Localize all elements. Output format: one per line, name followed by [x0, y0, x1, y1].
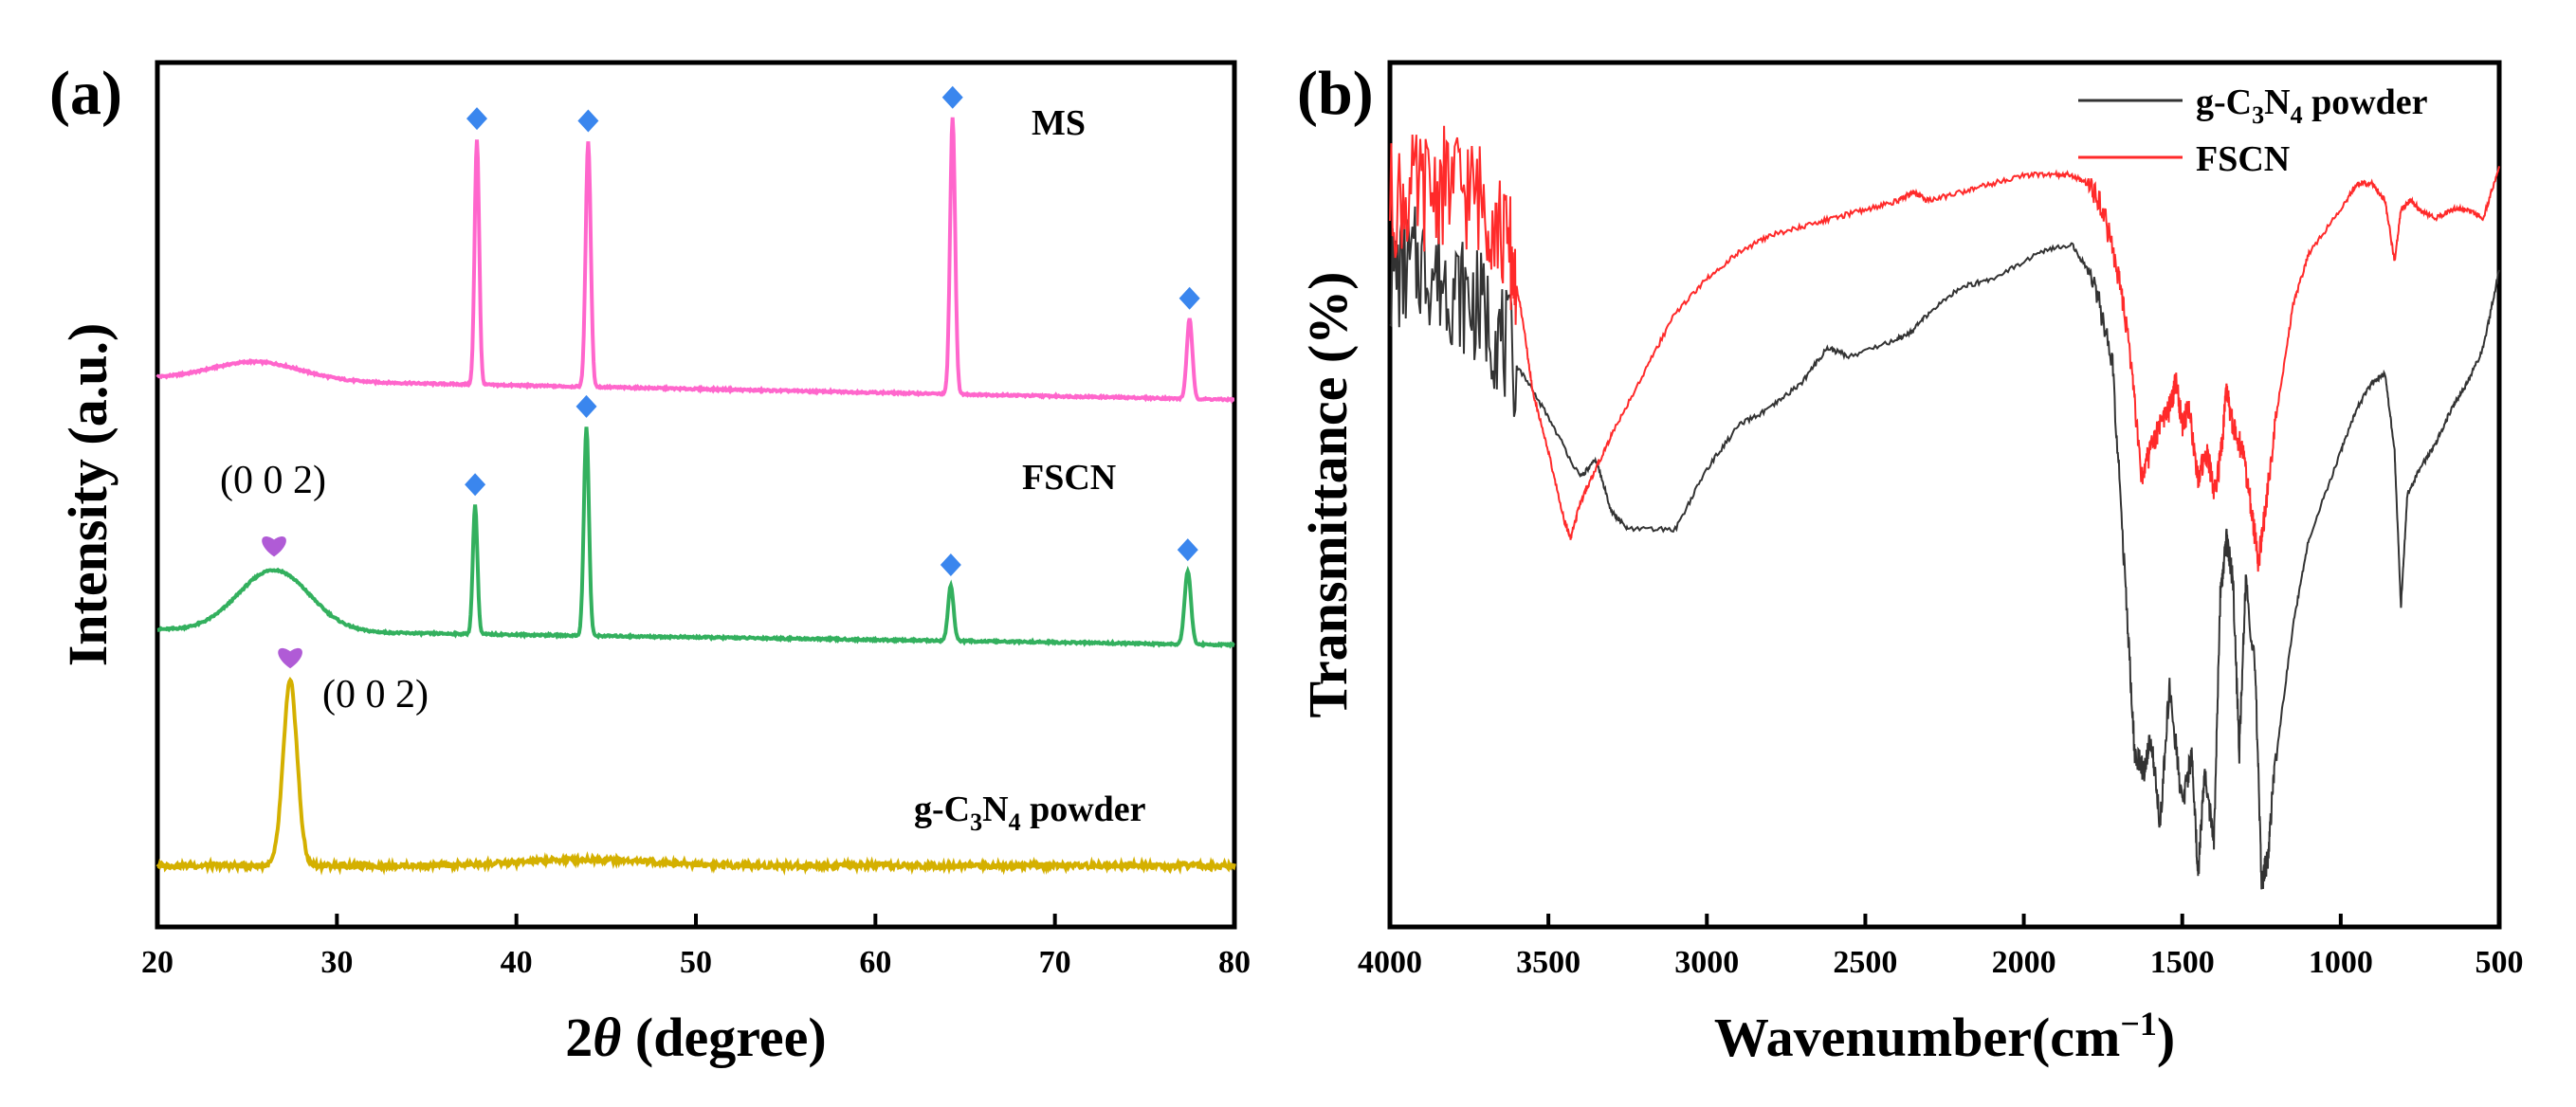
diamond-marker	[941, 85, 963, 109]
panel-b-xticks: 4000 3500 3000 2500 2000 1500 1000 500	[1358, 914, 2524, 980]
panel-a-tick-label: 30	[320, 945, 353, 980]
panel-a-series	[155, 117, 1236, 877]
heart-marker	[278, 647, 302, 669]
panel-b-tick-label: 500	[2476, 945, 2524, 980]
panel-b-legend: g-C3N4 powder FSCN	[2078, 82, 2428, 179]
panel-a-label: (a)	[49, 59, 122, 128]
panel-b-tick-label: 2000	[1992, 945, 2056, 980]
panel-a-tick-label: 60	[859, 945, 891, 980]
heart-marker	[262, 535, 286, 557]
panel-b-tick-label: 1000	[2309, 945, 2373, 980]
panel-a-xticks: 20 30 40 50 60 70 80	[141, 914, 1251, 980]
diamond-marker	[465, 473, 486, 497]
panel-b-xlabel: Wavenumber(cm−1)	[1714, 1005, 2175, 1068]
diamond-marker	[577, 109, 599, 133]
panel-b-tick-label: 4000	[1358, 945, 1422, 980]
fscn-label: FSCN	[1022, 458, 1116, 498]
fscn-002-annotation: (0 0 2)	[220, 459, 326, 502]
panel-a-tick-label: 40	[501, 945, 533, 980]
panel-a-tick-label: 20	[141, 945, 174, 980]
legend-gcn-text: g-C3N4 powder	[2196, 82, 2428, 129]
xrd-series-1	[156, 426, 1235, 649]
ftir-series-0	[1389, 206, 2500, 890]
panel-b-label: (b)	[1297, 59, 1374, 128]
panel-b-ylabel: Transmittance (%)	[1297, 272, 1359, 718]
panel-a-tick-label: 50	[680, 945, 712, 980]
panel-a-markers	[262, 85, 1200, 669]
panel-b-tick-label: 1500	[2150, 945, 2215, 980]
ftir-series-1	[1389, 125, 2500, 572]
gcn-label: g-C3N4 powder	[914, 789, 1146, 836]
panel-b-frame	[1387, 60, 2502, 930]
ms-label: MS	[1032, 103, 1086, 143]
panel-b: (b) 4000 3500 3000 2500 2000 1500 1000 500 g-C3…	[1297, 59, 2524, 1068]
panel-b-series	[1389, 125, 2500, 890]
panel-b-tick-label: 3000	[1674, 945, 1739, 980]
diamond-marker	[940, 553, 961, 576]
panel-a-ylabel: Intensity (a.u.)	[57, 323, 119, 667]
panel-b-tick-label: 3500	[1516, 945, 1580, 980]
diamond-marker	[1178, 286, 1200, 310]
panel-a: (a) 20 30 40 50 60 70 80 MS FSCN g-C3N4 powder…	[49, 59, 1251, 1068]
diamond-marker	[1177, 538, 1198, 562]
panel-a-tick-label: 70	[1039, 945, 1071, 980]
legend-fscn-text: FSCN	[2196, 139, 2290, 179]
xrd-series-0	[155, 117, 1234, 405]
panel-a-tick-label: 80	[1218, 945, 1251, 980]
diamond-marker	[575, 394, 597, 418]
panel-a-xlabel: 2θ (degree)	[565, 1007, 826, 1068]
xrd-series-2	[155, 676, 1236, 877]
diamond-marker	[466, 107, 488, 131]
gcn-002-annotation: (0 0 2)	[322, 673, 429, 717]
panel-b-tick-label: 2500	[1833, 945, 1897, 980]
